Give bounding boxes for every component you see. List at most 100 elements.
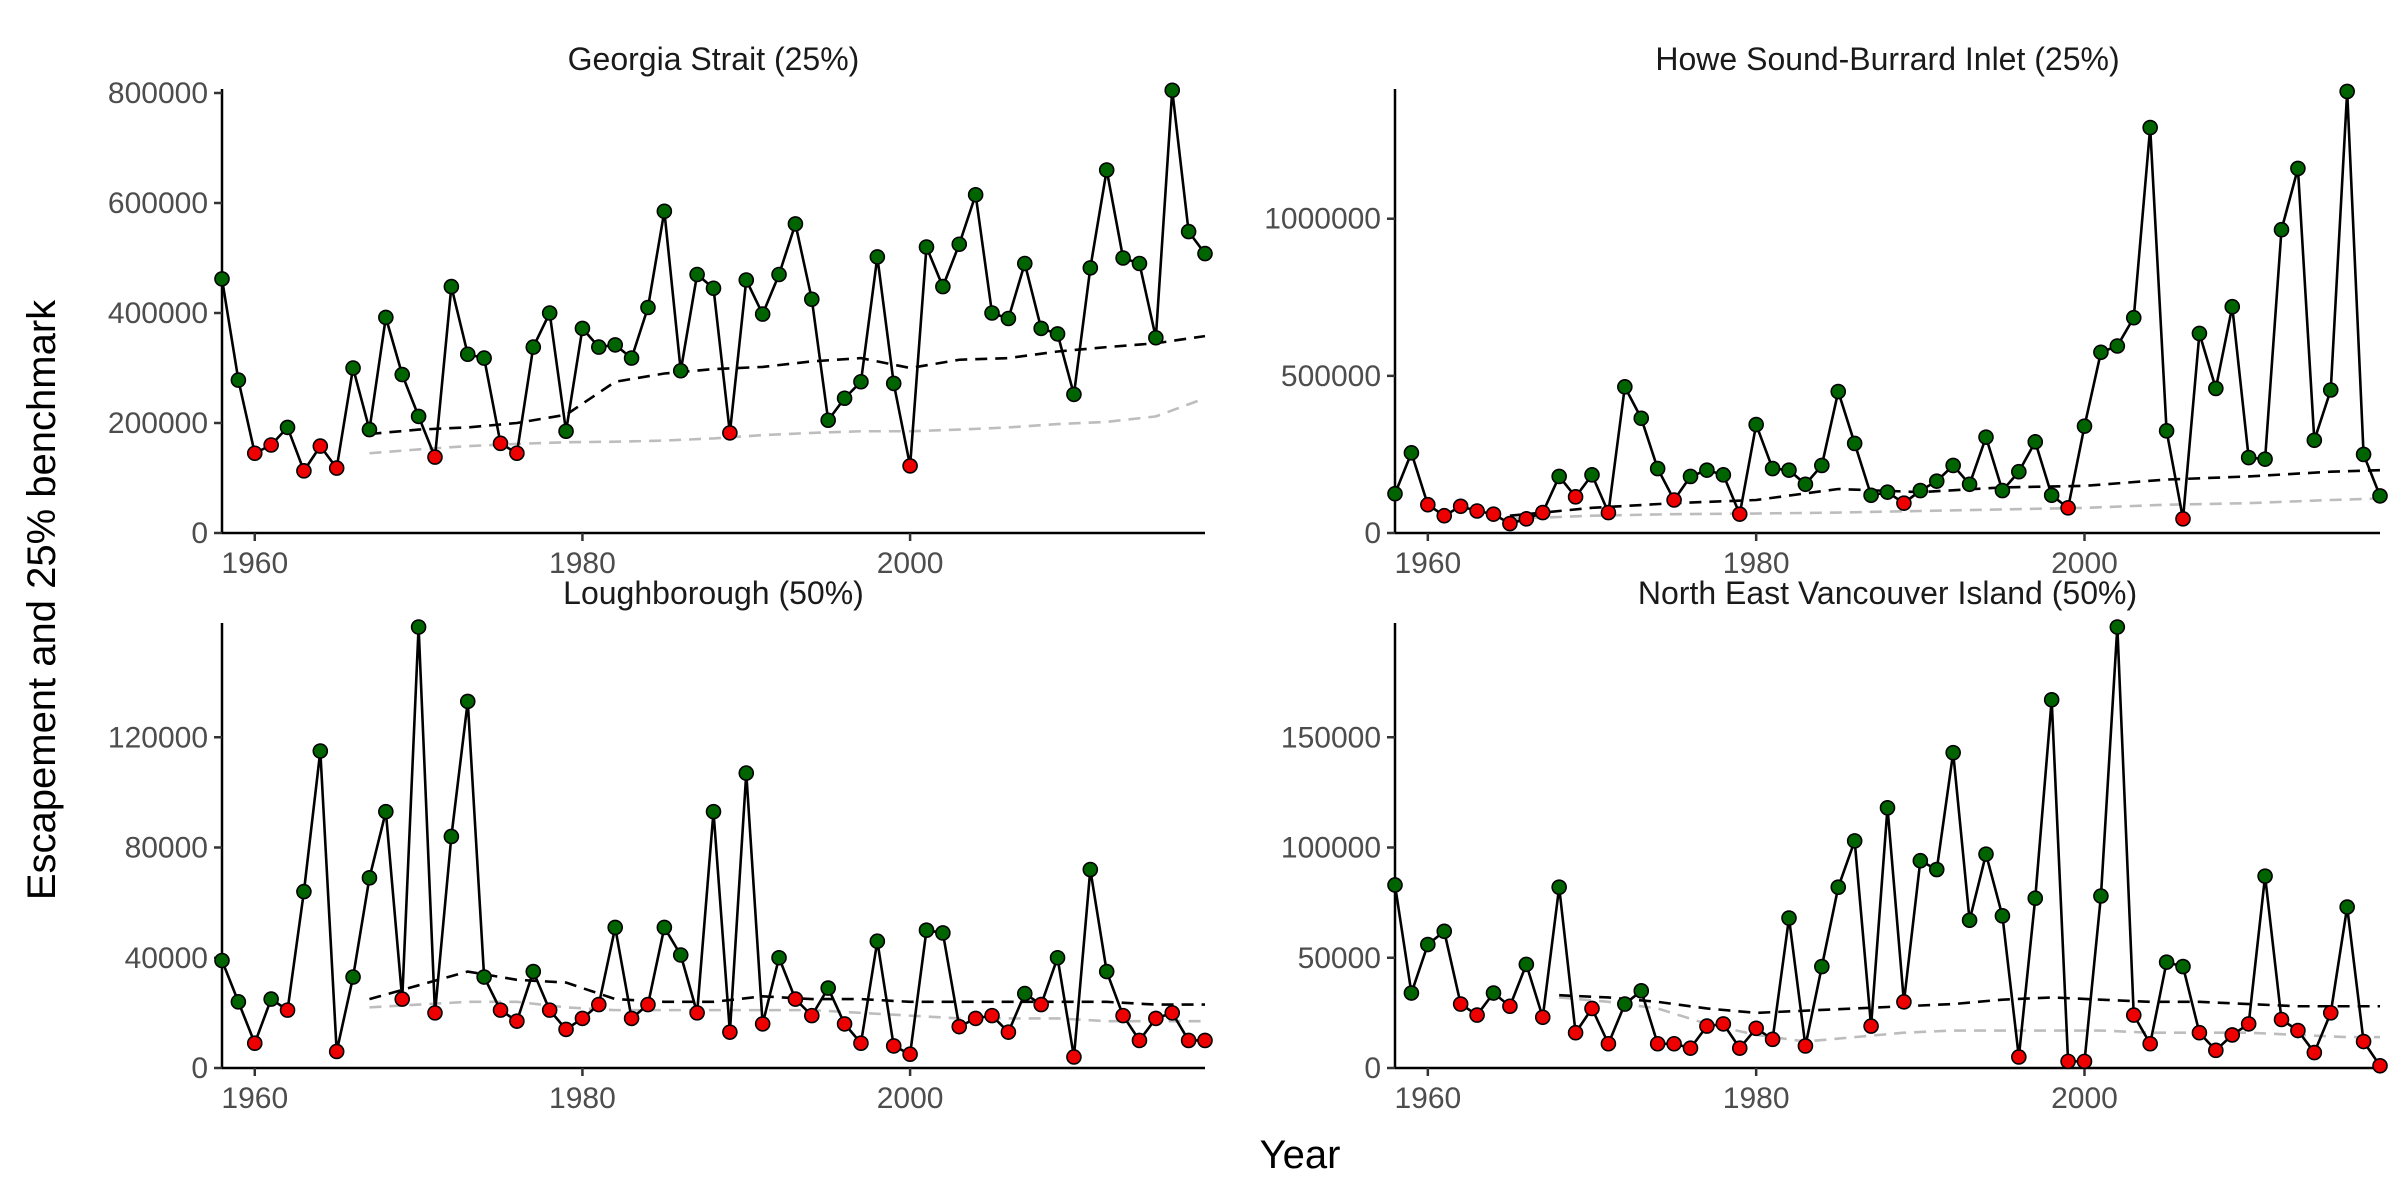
data-point-1995: [1994, 908, 2011, 924]
data-point-2012: [2273, 1011, 2290, 1028]
data-point-1984: [640, 299, 656, 316]
data-point-1971: [1600, 504, 1617, 521]
data-point-1976: [1682, 1040, 1699, 1056]
data-point-1962: [279, 419, 296, 436]
data-point-1999: [885, 1038, 902, 1054]
data-point-2015: [1148, 329, 1164, 346]
data-point-2001: [918, 922, 935, 938]
data-point-2010: [1066, 1049, 1082, 1065]
data-point-2000: [902, 1046, 918, 1063]
data-point-1994: [1978, 429, 1994, 445]
data-point-1977: [525, 963, 542, 980]
data-point-1982: [607, 337, 624, 353]
data-point-2007: [2191, 1024, 2208, 1041]
data-point-1985: [656, 919, 673, 936]
data-point-2005: [984, 1007, 1000, 1024]
data-point-1986: [1846, 435, 1863, 452]
data-point-1999: [2060, 500, 2076, 516]
x-tick-label: 1980: [549, 1082, 616, 1115]
data-point-2000: [902, 458, 918, 474]
data-point-1961: [1436, 923, 1453, 940]
x-tick-label: 1980: [549, 547, 616, 580]
panel-title: North East Vancouver Island (50%): [1638, 575, 2137, 611]
y-tick-label: 1000000: [1264, 203, 1381, 236]
data-point-1972: [443, 278, 460, 295]
data-point-1997: [2027, 890, 2044, 907]
data-point-1981: [1764, 460, 1781, 477]
data-point-1974: [476, 969, 492, 985]
data-point-1962: [1452, 498, 1469, 515]
x-tick-label: 2000: [877, 547, 944, 580]
data-point-1969: [1567, 1024, 1584, 1041]
data-point-1992: [1945, 744, 1961, 761]
data-point-2007: [1016, 985, 1033, 1002]
data-point-1995: [820, 980, 836, 996]
data-point-2009: [2224, 298, 2241, 315]
x-tick-label: 2000: [2051, 547, 2118, 580]
data-point-1997: [2027, 434, 2044, 450]
data-point-1991: [754, 306, 771, 322]
data-point-1988: [705, 803, 722, 820]
data-point-1959: [1403, 985, 1420, 1001]
data-point-2009: [1049, 326, 1066, 342]
y-tick-label: 50000: [1298, 942, 1381, 975]
data-point-1970: [410, 408, 427, 425]
x-axis-title: Year: [1260, 1133, 1341, 1177]
data-point-1964: [312, 438, 329, 454]
data-point-1998: [2043, 487, 2060, 504]
data-point-1966: [345, 969, 361, 985]
data-point-1990: [738, 765, 755, 781]
data-point-1973: [459, 693, 476, 710]
panel-howe-sound-burrard-inlet-25: Howe Sound-Burrard Inlet (25%) 0 500000 100…: [1264, 41, 2388, 580]
data-point-1984: [640, 996, 656, 1013]
data-point-1978: [1715, 467, 1732, 483]
data-point-1997: [853, 373, 869, 390]
x-tick-label: 1980: [1723, 1082, 1790, 1115]
data-point-1964: [312, 743, 329, 759]
data-point-1988: [1879, 800, 1896, 816]
data-point-1958: [214, 271, 230, 287]
data-point-1981: [1764, 1031, 1781, 1048]
data-point-1993: [1961, 476, 1978, 493]
data-point-1986: [1846, 833, 1863, 849]
data-point-1996: [2011, 463, 2027, 480]
data-point-1984: [1814, 958, 1830, 975]
data-point-1981: [591, 996, 607, 1013]
data-point-1974: [1649, 460, 1666, 477]
data-point-1976: [509, 445, 525, 462]
data-point-1997: [853, 1035, 869, 1051]
data-point-1972: [1617, 379, 1633, 395]
data-point-2006: [1000, 1024, 1017, 1040]
data-point-1983: [1797, 476, 1814, 493]
data-point-1969: [394, 366, 411, 383]
data-point-1971: [427, 1005, 443, 1021]
data-point-1961: [1436, 507, 1453, 524]
data-point-2015: [2322, 382, 2339, 398]
panel-title: Loughborough (50%): [563, 575, 864, 611]
data-point-1975: [492, 435, 509, 452]
data-point-1990: [1912, 482, 1929, 499]
data-point-1967: [1534, 1009, 1551, 1026]
data-point-1967: [1534, 504, 1551, 521]
data-point-2017: [1180, 223, 1197, 240]
data-point-1977: [1699, 462, 1715, 478]
benchmark-line-black: [1559, 993, 2380, 1015]
data-point-1960: [1420, 936, 1436, 953]
data-point-2014: [2306, 1044, 2323, 1061]
data-point-1982: [607, 919, 624, 936]
data-point-1977: [525, 339, 542, 355]
data-point-1977: [1699, 1018, 1715, 1034]
x-tick-label: 1960: [221, 547, 288, 580]
y-tick-label: 0: [1364, 1052, 1381, 1085]
data-point-1976: [509, 1013, 525, 1029]
y-tick-label: 200000: [108, 407, 208, 440]
data-point-1982: [1781, 910, 1797, 926]
data-point-1999: [885, 375, 902, 392]
data-point-1965: [1502, 998, 1518, 1015]
benchmark-line-black: [1509, 468, 2381, 518]
y-tick-label: 120000: [108, 721, 208, 754]
data-point-2009: [2224, 1027, 2241, 1043]
data-point-1998: [869, 249, 886, 265]
data-point-2003: [951, 236, 968, 253]
data-point-2001: [2093, 888, 2109, 904]
